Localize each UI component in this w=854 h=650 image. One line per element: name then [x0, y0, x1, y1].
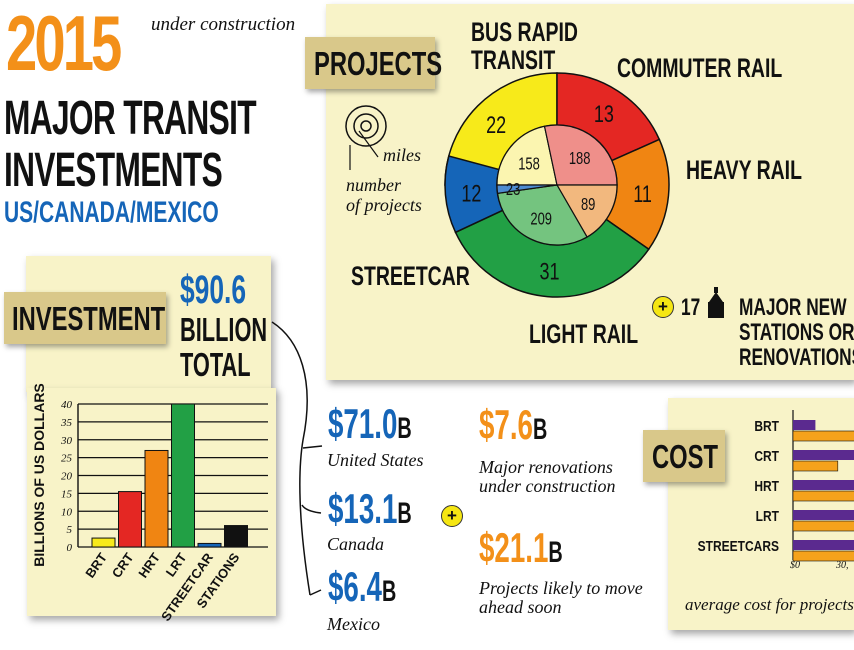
- extra-amount: $7.6B: [479, 401, 548, 448]
- y-axis-title: BILLIONS OF US DOLLARS: [31, 383, 47, 567]
- country-amount: $13.1B: [328, 485, 412, 532]
- pie-inner-slice: [543, 124, 618, 186]
- extra-desc: Projects likely to move ahead soon: [479, 578, 643, 617]
- bar: [224, 525, 248, 548]
- subtitle: US/CANADA/MEXICO: [4, 196, 219, 229]
- pie-inner-value-label: 89: [581, 195, 595, 215]
- pie-inner-ring: 158 188 89 209 23: [496, 124, 618, 246]
- country-amount: $71.0B: [328, 400, 412, 447]
- status-note: under construction: [151, 14, 296, 35]
- title-line-2: INVESTMENTS: [4, 144, 223, 197]
- investment-bar-chart: 0 5 10 15 20 25 30 35 40 BILLIONS OF US DOLLARS BR…: [31, 383, 268, 624]
- pie-inner-value-label: 188: [569, 149, 591, 169]
- y-tick-label: 25: [61, 453, 73, 465]
- label-brt: BUS RAPID TRANSIT: [471, 17, 578, 76]
- cost-bar: [792, 520, 854, 532]
- cost-category-label: STREETCARS: [698, 538, 779, 555]
- pie-inner-slice: [496, 184, 558, 195]
- pie-value-label: 11: [633, 182, 652, 208]
- year-heading: 2015: [6, 0, 122, 87]
- label-commuter-rail: COMMUTER RAIL: [617, 53, 783, 83]
- plus-icon: +: [441, 505, 463, 527]
- label-heavy-rail: HEAVY RAIL: [686, 155, 802, 185]
- connector-arrow: [309, 589, 322, 596]
- investment-tag: INVESTMENT: [4, 292, 166, 344]
- legend-rings-icon: [345, 105, 387, 170]
- cost-caption: average cost for projects: [685, 595, 854, 614]
- bar: [144, 449, 169, 548]
- y-tick-label: 5: [67, 524, 73, 536]
- total-label: TOTAL: [180, 346, 251, 383]
- station-icon: [708, 287, 724, 318]
- extra-desc: Major renovations under construction: [479, 457, 616, 496]
- legend-miles: miles: [383, 145, 421, 165]
- bar: [91, 537, 116, 548]
- pie-outer-ring: 22 13 11 31 12: [444, 72, 670, 298]
- plus-icon: +: [652, 296, 674, 318]
- cost-tick-label: $0: [790, 560, 800, 571]
- pie-value-label: 31: [539, 259, 559, 285]
- cost-bar: [792, 550, 854, 562]
- legend-number: number: [346, 175, 401, 195]
- pie-value-label: 22: [486, 113, 506, 139]
- connector-arrow: [301, 504, 322, 514]
- pie-inner-slice: [496, 184, 588, 246]
- y-tick-label: 35: [60, 417, 73, 429]
- cost-bar: [792, 430, 854, 442]
- cost-category-label: CRT: [754, 448, 779, 465]
- total-amount: $90.6: [180, 268, 247, 312]
- y-tick-label: 0: [67, 542, 73, 554]
- x-tick-label: BRT: [82, 550, 110, 581]
- pie-value-label: 12: [461, 181, 481, 207]
- x-tick-label: CRT: [109, 550, 137, 581]
- cost-bar: [793, 450, 854, 460]
- y-tick-label: 15: [61, 488, 73, 500]
- pie-inner-slice: [555, 184, 618, 238]
- cost-bar-chart: BRT CRT HRT LRT STREETCARS $0 30,: [698, 410, 854, 571]
- cost-bar: [793, 480, 854, 490]
- y-tick-label: 10: [61, 506, 73, 518]
- pie-inner-value-label: 23: [506, 180, 521, 200]
- cost-category-label: BRT: [754, 418, 779, 435]
- projects-tag: PROJECTS: [305, 37, 442, 89]
- country-name: Mexico: [327, 614, 380, 634]
- cost-tick-label: 30,: [835, 560, 849, 571]
- connector-arrow: [302, 445, 323, 449]
- cost-bar: [792, 460, 839, 472]
- x-tick-label: HRT: [135, 550, 163, 581]
- cost-bar: [793, 540, 854, 550]
- pie-inner-slice: [496, 125, 558, 186]
- cost-category-label: LRT: [756, 508, 780, 525]
- cost-bar: [793, 420, 816, 430]
- extra-amount: $21.1B: [479, 524, 563, 571]
- connector-line: [271, 321, 311, 596]
- stations-count: 17: [681, 294, 701, 321]
- y-tick-label: 20: [61, 471, 73, 483]
- y-tick-label: 30: [60, 435, 73, 447]
- stations-label: MAJOR NEW STATIONS OR RENOVATIONS: [739, 294, 854, 372]
- legend-of-projects: of projects: [346, 195, 422, 215]
- title-line-1: MAJOR TRANSIT: [4, 92, 257, 145]
- country-amount: $6.4B: [328, 563, 397, 610]
- bar: [197, 542, 222, 548]
- cost-category-label: HRT: [754, 478, 779, 495]
- label-light-rail: LIGHT RAIL: [529, 319, 639, 349]
- pie-inner-value-label: 158: [518, 154, 540, 174]
- bar: [118, 491, 142, 548]
- cost-tag: COST: [643, 430, 725, 482]
- bar: [171, 403, 195, 548]
- country-name: United States: [327, 450, 424, 470]
- pie-value-label: 13: [594, 102, 614, 128]
- cost-bar: [793, 510, 854, 520]
- cost-bar: [792, 490, 854, 502]
- pie-inner-value-label: 209: [530, 209, 552, 229]
- country-name: Canada: [327, 534, 385, 554]
- total-unit: BILLION: [180, 311, 268, 348]
- label-streetcar: STREETCAR: [351, 261, 470, 291]
- y-tick-label: 40: [61, 399, 73, 411]
